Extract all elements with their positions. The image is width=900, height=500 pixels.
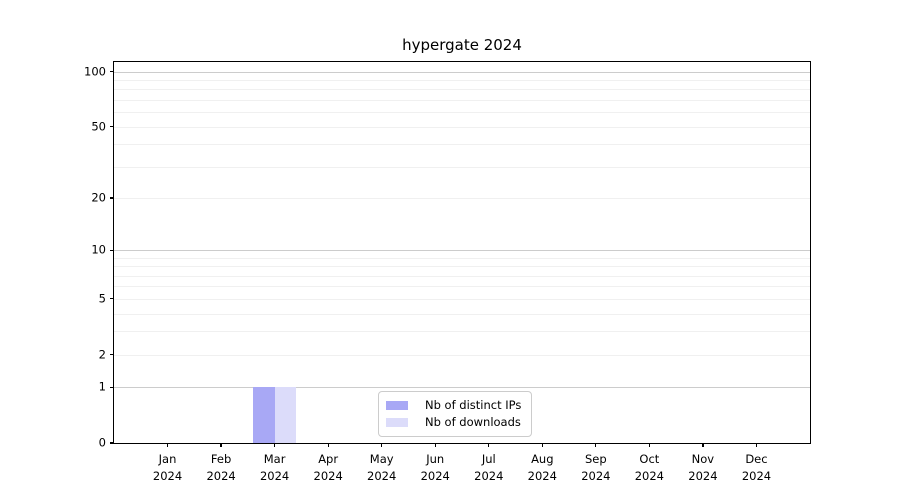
- x-label-month: Aug: [531, 452, 554, 466]
- minor-gridline: [114, 144, 810, 146]
- x-axis-tick: [381, 443, 383, 447]
- x-axis-tick: [648, 443, 650, 447]
- x-label-month: Oct: [639, 452, 660, 466]
- x-axis-label: Mar 2024: [260, 451, 289, 486]
- minor-gridline: [114, 80, 810, 82]
- minor-gridline: [114, 313, 810, 315]
- x-axis-tick: [755, 443, 758, 447]
- minor-gridline: [114, 331, 810, 333]
- x-axis-label: Feb 2024: [206, 451, 235, 486]
- y-axis-tick: [110, 126, 114, 128]
- x-label-month: Apr: [318, 452, 339, 466]
- x-axis-tick: [327, 443, 329, 447]
- minor-gridline: [114, 286, 810, 288]
- legend-row: Nb of distinct IPs: [386, 398, 521, 412]
- x-label-year: 2024: [313, 469, 343, 484]
- minor-gridline: [114, 298, 810, 300]
- x-label-year: 2024: [688, 469, 718, 484]
- plot-area: Nb of distinct IPs Nb of downloads 0 1 2 5 10…: [84, 61, 811, 483]
- x-axis-label: Sep 2024: [581, 451, 610, 486]
- x-label-month: Jun: [426, 452, 445, 466]
- x-axis-tick: [541, 443, 543, 447]
- x-axis-tick: [220, 443, 222, 447]
- minor-gridline: [114, 257, 810, 259]
- minor-gridline: [114, 89, 810, 91]
- x-axis-tick: [274, 443, 276, 447]
- y-axis-tick: [110, 71, 114, 73]
- legend-label: Nb of downloads: [425, 415, 521, 430]
- x-label-month: Feb: [210, 452, 232, 466]
- x-label-year: 2024: [152, 469, 183, 484]
- minor-gridline: [114, 126, 810, 128]
- x-label-year: 2024: [259, 469, 290, 484]
- x-label-year: 2024: [581, 469, 611, 484]
- legend-label: Nb of distinct IPs: [425, 398, 522, 412]
- y-axis-label: 1: [98, 379, 106, 394]
- minor-gridline: [114, 354, 810, 356]
- legend-swatch: [386, 400, 408, 410]
- x-axis-label: May 2024: [367, 451, 396, 486]
- x-label-month: Dec: [745, 452, 768, 466]
- y-axis-tick: [110, 442, 114, 444]
- legend-row: Nb of downloads: [386, 415, 521, 429]
- y-axis-label: 2: [98, 346, 106, 361]
- x-axis-label: Aug 2024: [528, 451, 557, 486]
- minor-gridline: [114, 166, 810, 168]
- y-axis-label: 5: [98, 291, 106, 306]
- x-axis-tick: [488, 443, 490, 447]
- y-axis-label: 50: [91, 118, 106, 133]
- y-axis-tick: [110, 354, 114, 356]
- y-axis-tick: [110, 249, 114, 251]
- chart-title: hypergate 2024: [402, 36, 522, 54]
- x-axis-tick: [702, 443, 704, 447]
- x-axis-label: Dec 2024: [742, 451, 771, 486]
- x-label-year: 2024: [741, 469, 772, 484]
- x-axis-label: Nov 2024: [688, 451, 717, 486]
- minor-gridline: [114, 266, 810, 268]
- x-label-month: Sep: [585, 452, 607, 466]
- minor-gridline: [114, 275, 810, 277]
- y-axis-tick: [110, 298, 114, 300]
- x-label-month: Mar: [263, 452, 286, 466]
- legend-swatch: [386, 418, 408, 428]
- x-label-year: 2024: [634, 469, 665, 484]
- x-label-month: May: [369, 452, 394, 466]
- minor-gridline: [114, 112, 810, 114]
- minor-gridline: [114, 198, 810, 200]
- bar-distinct-ips: [253, 387, 275, 443]
- x-axis-tick: [595, 443, 597, 447]
- x-axis-label: Jan 2024: [153, 451, 182, 486]
- x-axis-tick: [166, 443, 169, 447]
- y-axis-label: 0: [98, 435, 106, 450]
- minor-gridline: [114, 100, 810, 102]
- x-label-year: 2024: [367, 469, 397, 484]
- y-axis-label: 10: [91, 242, 106, 257]
- x-axis-tick: [434, 443, 436, 447]
- x-axis-label: Apr 2024: [314, 451, 343, 486]
- major-gridline: [114, 250, 810, 252]
- y-axis-tick: [110, 197, 114, 199]
- y-axis-label: 20: [91, 190, 106, 205]
- x-label-month: Jan: [158, 452, 177, 466]
- x-axis-label: Oct 2024: [635, 451, 664, 486]
- x-axis-label: Jun 2024: [421, 451, 450, 486]
- x-label-year: 2024: [206, 469, 236, 484]
- x-axis-label: Jul 2024: [474, 451, 503, 486]
- x-label-month: Jul: [481, 452, 496, 466]
- x-label-year: 2024: [420, 469, 450, 484]
- major-gridline: [114, 387, 810, 389]
- legend: Nb of distinct IPs Nb of downloads: [378, 391, 533, 437]
- x-label-year: 2024: [474, 469, 504, 484]
- x-label-year: 2024: [527, 469, 557, 484]
- y-axis-label: 100: [84, 63, 106, 78]
- major-gridline: [114, 71, 810, 73]
- bar-downloads: [274, 387, 297, 443]
- x-label-month: Nov: [691, 452, 715, 466]
- y-axis-tick: [110, 386, 114, 388]
